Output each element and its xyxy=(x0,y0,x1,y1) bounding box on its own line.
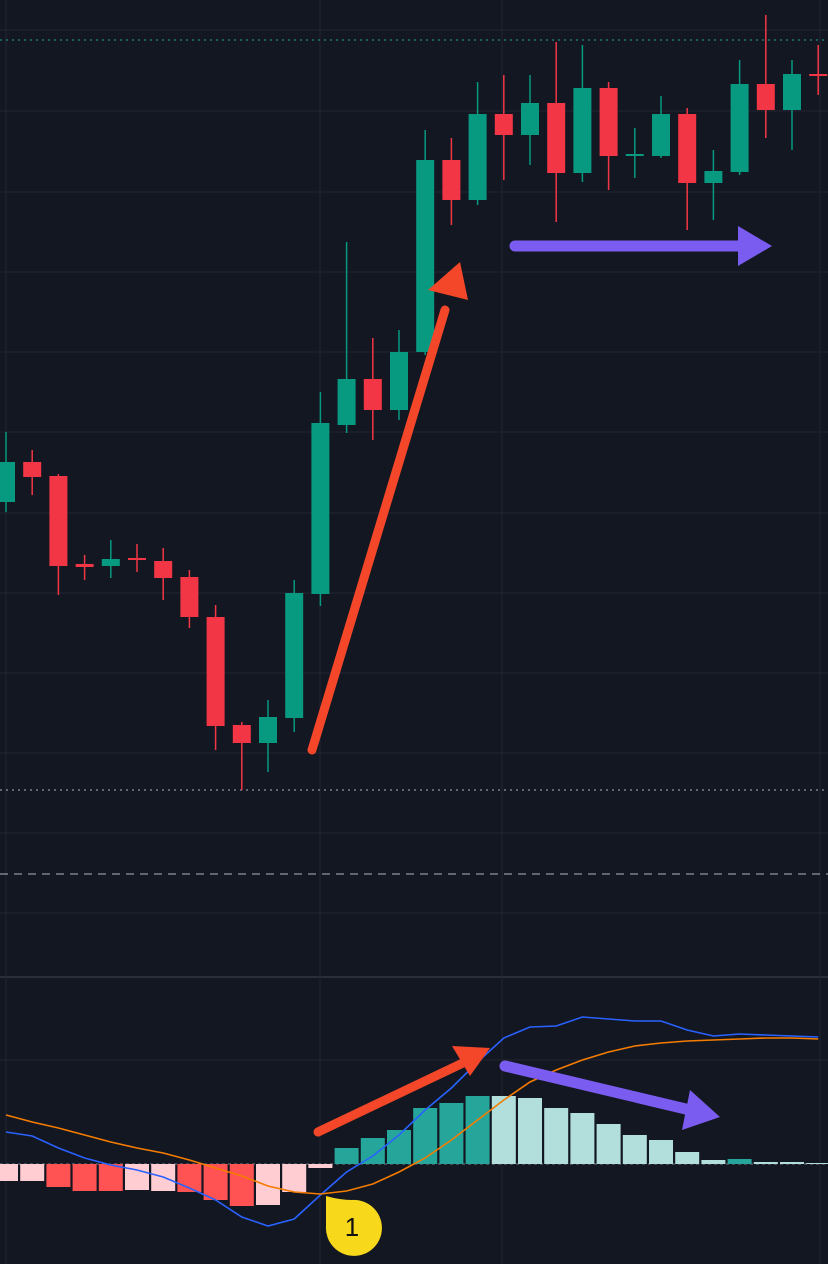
histogram-bar xyxy=(649,1140,673,1164)
arrow-head xyxy=(428,262,468,300)
annotations: 1 xyxy=(307,226,772,1256)
histogram-bar xyxy=(570,1113,595,1164)
candle-body xyxy=(573,88,592,173)
candle-body xyxy=(416,160,435,352)
arrow-head xyxy=(682,1090,720,1130)
histogram-bar xyxy=(518,1098,542,1164)
candle-body xyxy=(678,114,697,183)
red-arrow xyxy=(313,1057,470,1137)
candle-body xyxy=(128,558,146,560)
candle-body xyxy=(494,114,513,135)
candle-body xyxy=(809,74,828,76)
histogram-bar xyxy=(72,1164,97,1191)
histogram-bar xyxy=(753,1162,778,1164)
histogram-bar xyxy=(360,1138,385,1164)
candle-body xyxy=(363,379,382,410)
histogram-bar xyxy=(622,1135,647,1164)
histogram-bar xyxy=(20,1164,45,1181)
histogram-bar xyxy=(491,1096,516,1164)
candle-body xyxy=(704,171,723,183)
arrow-head xyxy=(452,1046,490,1076)
candle-body xyxy=(337,379,356,425)
histogram-bar xyxy=(308,1164,333,1168)
indicator-line xyxy=(5,1037,819,1195)
badge xyxy=(325,1196,382,1256)
histogram-bar xyxy=(256,1164,280,1205)
candle-body xyxy=(232,725,251,743)
candle-body xyxy=(599,88,618,156)
histogram-bar xyxy=(229,1164,254,1206)
histogram-bar xyxy=(596,1124,621,1164)
red-arrow xyxy=(307,305,450,755)
histogram-bar xyxy=(806,1163,828,1164)
arrow-head xyxy=(738,226,772,266)
histogram-bar xyxy=(334,1148,359,1164)
candle-body xyxy=(547,103,566,173)
candle-body xyxy=(521,103,539,135)
candle-body xyxy=(625,154,644,156)
candle-body xyxy=(730,84,749,172)
histogram-bar xyxy=(413,1108,438,1164)
candle-body xyxy=(75,564,94,567)
histogram-bar xyxy=(544,1108,569,1164)
histogram-bar xyxy=(780,1162,804,1164)
candle-body xyxy=(468,114,487,200)
histogram-bar xyxy=(701,1160,726,1164)
candle-body xyxy=(311,423,330,594)
histogram-bar xyxy=(675,1152,700,1164)
candle-body xyxy=(23,462,42,477)
candle-body xyxy=(49,476,68,566)
histogram-bar xyxy=(46,1164,71,1187)
candle-body xyxy=(0,462,15,502)
candle-body xyxy=(756,84,775,110)
marks xyxy=(0,15,828,1227)
candle-body xyxy=(259,717,277,743)
indicator-line xyxy=(5,1016,819,1227)
candle-body xyxy=(154,561,173,578)
candle-body xyxy=(783,74,801,110)
candle-body xyxy=(101,559,120,566)
candle-body xyxy=(206,617,225,726)
histogram-bar xyxy=(203,1164,228,1200)
candle-body xyxy=(390,352,408,410)
histogram-bar xyxy=(465,1096,490,1164)
candle-body xyxy=(442,160,461,200)
histogram-bar xyxy=(98,1164,123,1191)
histogram-bar xyxy=(282,1164,307,1192)
histogram-bar xyxy=(0,1164,18,1181)
candle-body xyxy=(652,114,670,156)
histogram-bar xyxy=(727,1159,752,1164)
candle-body xyxy=(180,577,199,617)
candle-body xyxy=(285,593,304,718)
badge-label: 1 xyxy=(345,1212,359,1242)
purple-arrow xyxy=(499,1060,696,1116)
